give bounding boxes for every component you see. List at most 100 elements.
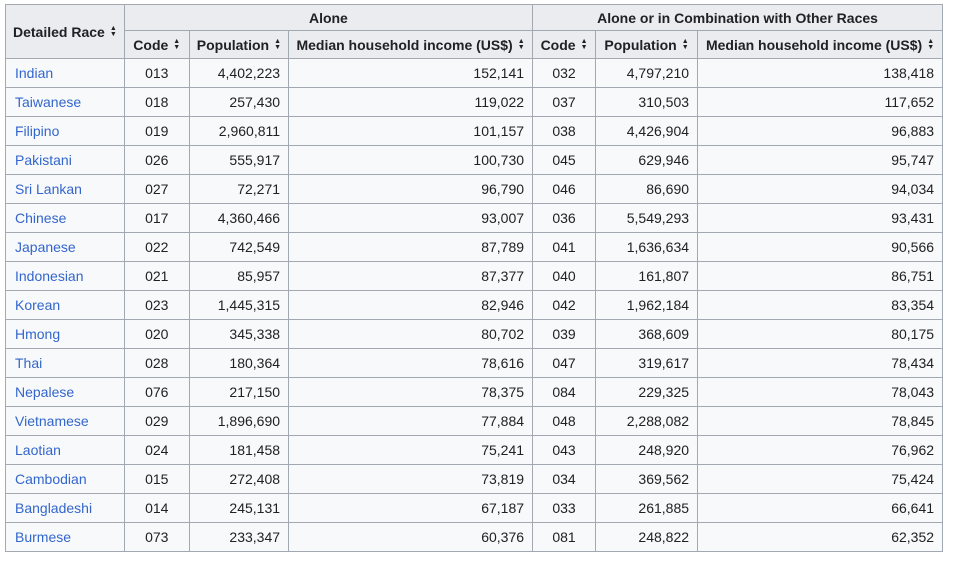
cell-combo-income: 86,751 (697, 261, 944, 291)
race-link[interactable]: Japanese (15, 239, 76, 255)
race-cell: Vietnamese (5, 406, 125, 436)
race-cell: Thai (5, 348, 125, 378)
cell-alone-income: 77,884 (288, 406, 534, 436)
cell-combo-code: 034 (532, 464, 597, 494)
cell-combo-population: 86,690 (595, 174, 699, 204)
cell-combo-income: 66,641 (697, 493, 944, 523)
cell-alone-population: 257,430 (188, 87, 290, 117)
table-row: Thai 028 180,364 78,616 047 319,617 78,434 (5, 348, 944, 378)
cell-combo-code: 041 (532, 232, 597, 262)
race-cell: Cambodian (5, 464, 125, 494)
race-link[interactable]: Burmese (15, 529, 72, 545)
race-cell: Chinese (5, 203, 125, 233)
cell-combo-population: 229,325 (595, 377, 699, 407)
cell-alone-income: 152,141 (288, 58, 534, 88)
cell-combo-population: 2,288,082 (595, 406, 699, 436)
sort-icon: ▲ ▼ (173, 37, 181, 51)
cell-alone-code: 026 (123, 145, 190, 175)
group-header-combination: Alone or in Combination with Other Races (532, 4, 944, 31)
race-cell: Japanese (5, 232, 125, 262)
cell-combo-code: 042 (532, 290, 597, 320)
cell-alone-population: 233,347 (188, 522, 290, 552)
cell-combo-income: 117,652 (697, 87, 944, 117)
cell-combo-code: 038 (532, 116, 597, 146)
cell-alone-population: 272,408 (188, 464, 290, 494)
col-header-detailed-race-label: Detailed Race (13, 23, 105, 40)
table-row: Pakistani 026 555,917 100,730 045 629,946 95,7… (5, 145, 944, 175)
race-link[interactable]: Vietnamese (15, 413, 89, 429)
cell-combo-income: 93,431 (697, 203, 944, 233)
col-header-combo-population[interactable]: Population ▲ ▼ (595, 30, 699, 59)
cell-combo-income: 80,175 (697, 319, 944, 349)
race-link[interactable]: Indian (15, 65, 54, 81)
cell-combo-income: 62,352 (697, 522, 944, 552)
col-header-alone-income[interactable]: Median household income (US$) ▲ ▼ (288, 30, 534, 59)
col-header-label: Code (540, 36, 576, 53)
cell-alone-income: 100,730 (288, 145, 534, 175)
race-link[interactable]: Chinese (15, 210, 67, 226)
cell-alone-code: 018 (123, 87, 190, 117)
cell-alone-population: 345,338 (188, 319, 290, 349)
cell-combo-code: 032 (532, 58, 597, 88)
cell-alone-population: 4,402,223 (188, 58, 290, 88)
race-cell: Taiwanese (5, 87, 125, 117)
cell-combo-population: 319,617 (595, 348, 699, 378)
race-link[interactable]: Korean (15, 297, 61, 313)
cell-combo-income: 78,845 (697, 406, 944, 436)
cell-combo-code: 084 (532, 377, 597, 407)
cell-alone-income: 75,241 (288, 435, 534, 465)
race-link[interactable]: Laotian (15, 442, 61, 458)
sort-icon: ▲ ▼ (109, 24, 117, 38)
cell-alone-income: 87,377 (288, 261, 534, 291)
cell-combo-population: 4,426,904 (595, 116, 699, 146)
cell-combo-income: 75,424 (697, 464, 944, 494)
sort-icon: ▲ ▼ (580, 37, 588, 51)
race-link[interactable]: Hmong (15, 326, 61, 342)
race-link[interactable]: Pakistani (15, 152, 72, 168)
race-link[interactable]: Indonesian (15, 268, 84, 284)
race-link[interactable]: Filipino (15, 123, 60, 139)
table-row: Vietnamese 029 1,896,690 77,884 048 2,288,082… (5, 406, 944, 436)
col-header-label: Population (196, 36, 270, 53)
race-link[interactable]: Nepalese (15, 384, 75, 400)
cell-alone-income: 82,946 (288, 290, 534, 320)
cell-combo-population: 161,807 (595, 261, 699, 291)
income-table-container: Detailed Race ▲ ▼ Alone Alone or in Combin… (5, 4, 944, 552)
cell-alone-population: 1,445,315 (188, 290, 290, 320)
cell-combo-income: 78,043 (697, 377, 944, 407)
cell-alone-income: 80,702 (288, 319, 534, 349)
race-link[interactable]: Cambodian (15, 471, 87, 487)
col-header-detailed-race[interactable]: Detailed Race ▲ ▼ (5, 4, 125, 59)
race-cell: Laotian (5, 435, 125, 465)
race-cell: Pakistani (5, 145, 125, 175)
sort-icon: ▲ ▼ (274, 37, 282, 51)
col-header-alone-population[interactable]: Population ▲ ▼ (188, 30, 290, 59)
race-cell: Burmese (5, 522, 125, 552)
cell-alone-code: 017 (123, 203, 190, 233)
cell-alone-population: 4,360,466 (188, 203, 290, 233)
race-cell: Hmong (5, 319, 125, 349)
col-header-label: Population (604, 36, 677, 53)
col-header-combo-income[interactable]: Median household income (US$) ▲ ▼ (697, 30, 944, 59)
table-row: Indonesian 021 85,957 87,377 040 161,807 86,75… (5, 261, 944, 291)
cell-alone-population: 180,364 (188, 348, 290, 378)
cell-combo-code: 037 (532, 87, 597, 117)
cell-alone-population: 85,957 (188, 261, 290, 291)
cell-alone-income: 101,157 (288, 116, 534, 146)
race-cell: Filipino (5, 116, 125, 146)
cell-combo-code: 047 (532, 348, 597, 378)
cell-combo-code: 039 (532, 319, 597, 349)
cell-alone-code: 019 (123, 116, 190, 146)
col-header-alone-code[interactable]: Code ▲ ▼ (123, 30, 190, 59)
cell-alone-population: 742,549 (188, 232, 290, 262)
cell-combo-code: 043 (532, 435, 597, 465)
cell-combo-income: 90,566 (697, 232, 944, 262)
cell-alone-population: 72,271 (188, 174, 290, 204)
cell-combo-code: 036 (532, 203, 597, 233)
race-link[interactable]: Taiwanese (15, 94, 82, 110)
col-header-combo-code[interactable]: Code ▲ ▼ (532, 30, 597, 59)
race-link[interactable]: Bangladeshi (15, 500, 93, 516)
race-link[interactable]: Thai (15, 355, 43, 371)
race-link[interactable]: Sri Lankan (15, 181, 82, 197)
table-row: Japanese 022 742,549 87,789 041 1,636,634 90,5… (5, 232, 944, 262)
